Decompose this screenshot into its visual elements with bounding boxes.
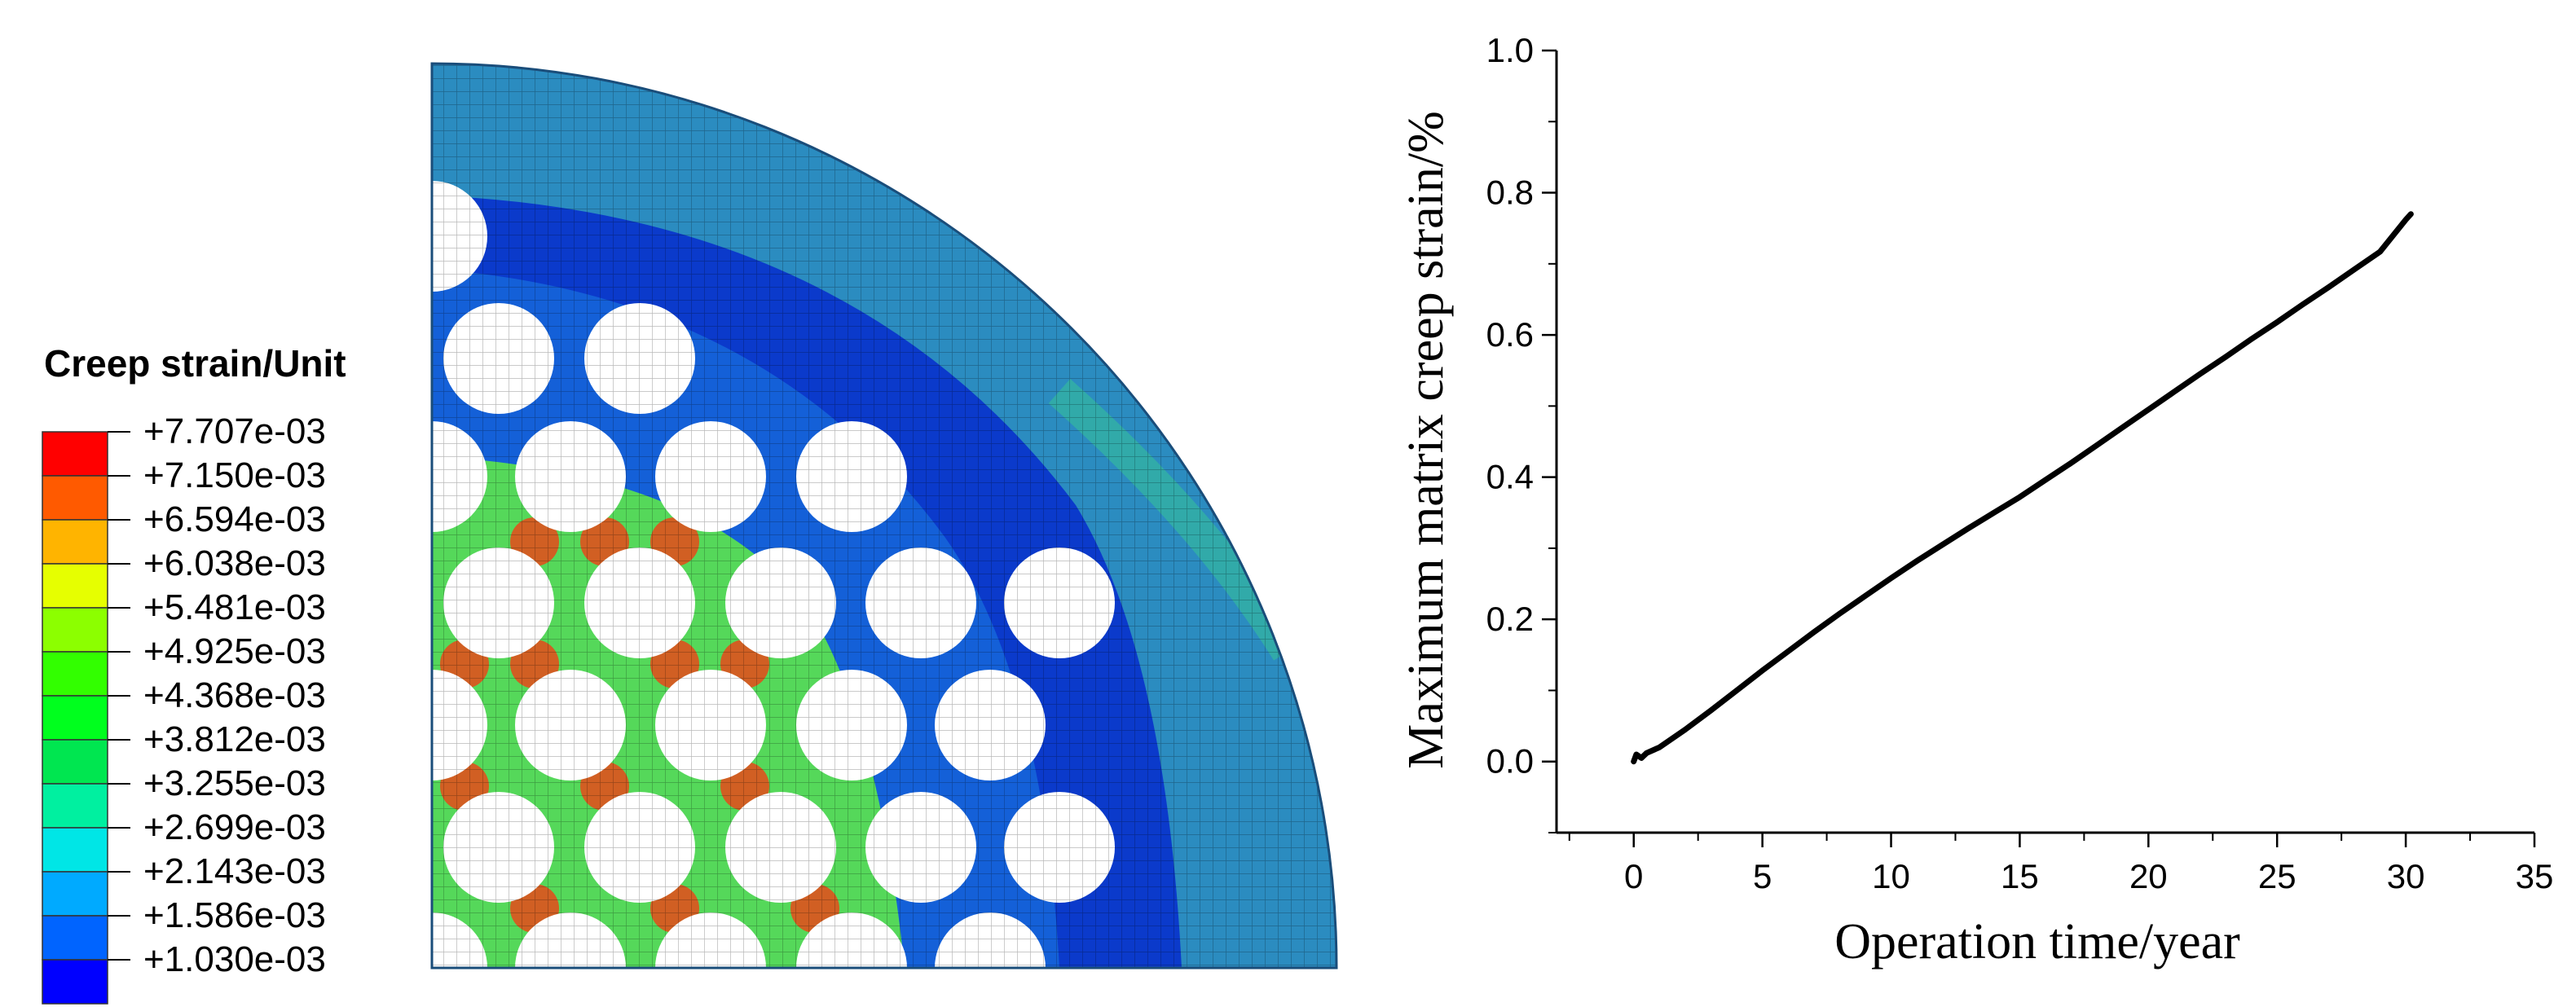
legend-label: +4.925e-03 [143, 631, 326, 671]
x-tick-label: 30 [2387, 857, 2425, 895]
x-tick-label: 5 [1753, 857, 1772, 895]
legend-label: +7.150e-03 [143, 455, 326, 495]
legend-swatch [42, 871, 108, 917]
legend-label: +2.699e-03 [143, 807, 326, 847]
legend-label: +1.586e-03 [143, 895, 326, 935]
x-axis-title: Operation time/year [1834, 914, 2240, 970]
x-tick-label: 15 [2001, 857, 2039, 895]
y-tick-label: 0.0 [1486, 742, 1534, 781]
x-tick-label: 10 [1872, 857, 1910, 895]
series-group [1631, 211, 2414, 765]
legend-swatch [42, 783, 108, 829]
color-legend: +7.707e-03+7.150e-03+6.594e-03+6.038e-03… [42, 411, 326, 1005]
y-tick-label: 0.6 [1486, 315, 1534, 354]
legend-label: +3.812e-03 [143, 719, 326, 759]
legend-label: +1.030e-03 [143, 939, 326, 979]
chart-axes [1555, 51, 2534, 834]
legend-label: +2.143e-03 [143, 851, 326, 891]
legend-swatch [42, 431, 108, 477]
legend-swatch [42, 959, 108, 1005]
legend-title: Creep strain/Unit [44, 342, 346, 385]
legend-label: +5.481e-03 [143, 587, 326, 627]
creep-strain-line-chart: 0 5 10 15 20 25 30 35 0.0 0.2 0.4 0.6 0.8 1.0 Operat… [1398, 31, 2553, 970]
legend-swatch [42, 695, 108, 741]
y-axis-title: Maximum matrix creep strain/% [1398, 111, 1454, 768]
legend-label: +3.255e-03 [143, 763, 326, 803]
x-axis-ticks: 0 5 10 15 20 25 30 35 [1568, 833, 2554, 895]
y-tick-label: 0.8 [1486, 174, 1534, 212]
x-tick-label: 25 [2258, 857, 2296, 895]
legend-swatch [42, 519, 108, 565]
legend-label: +6.594e-03 [143, 499, 326, 539]
legend-swatch [42, 651, 108, 697]
y-tick-label: 1.0 [1486, 31, 1534, 69]
x-tick-label: 20 [2129, 857, 2168, 895]
legend-label: +6.038e-03 [143, 543, 326, 583]
legend-swatch [42, 739, 108, 785]
x-tick-label: 0 [1624, 857, 1643, 895]
creep-strain-contour-plot: Creep strain/Unit +7.707e-03+7.150e-03+6… [42, 62, 1338, 1005]
legend-label: +7.707e-03 [143, 411, 326, 451]
x-tick-label: 35 [2516, 857, 2554, 895]
y-tick-label: 0.4 [1486, 458, 1534, 496]
legend-swatch [42, 563, 108, 609]
legend-label: +4.368e-03 [143, 675, 326, 715]
legend-swatch [42, 475, 108, 521]
y-tick-label: 0.2 [1486, 600, 1534, 638]
legend-swatch [42, 607, 108, 653]
y-axis-ticks: 0.0 0.2 0.4 0.6 0.8 1.0 [1486, 31, 1557, 833]
series-line [1631, 211, 2414, 765]
mesh-overlay [432, 64, 1336, 968]
legend-swatch [42, 827, 108, 873]
legend-swatch [42, 915, 108, 961]
plot-outline [430, 62, 1338, 970]
